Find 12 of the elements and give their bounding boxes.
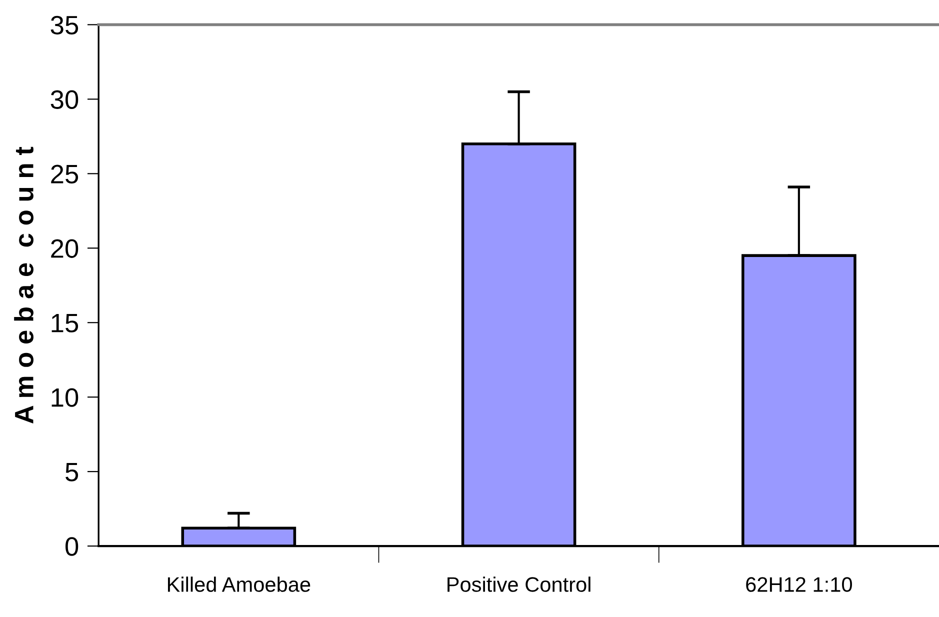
y-tick-label: 20 — [51, 239, 78, 258]
y-tick-label: 5 — [66, 462, 78, 482]
y-axis-title: A m o e b a e c o u n t — [14, 146, 34, 424]
y-tick-label: 15 — [52, 314, 78, 332]
y-tick-label: 30 — [50, 90, 78, 109]
x-tick-label: 62H12 1:10 — [746, 577, 852, 592]
x-tick-label: Positive Control — [448, 576, 590, 592]
y-tick-label: 35 — [50, 16, 78, 34]
y-tick-label: 10 — [52, 388, 78, 407]
y-tick-label: 0 — [66, 537, 78, 556]
x-tick-label: Killed Amoebae — [168, 576, 310, 592]
y-tick-label: 25 — [51, 164, 78, 184]
